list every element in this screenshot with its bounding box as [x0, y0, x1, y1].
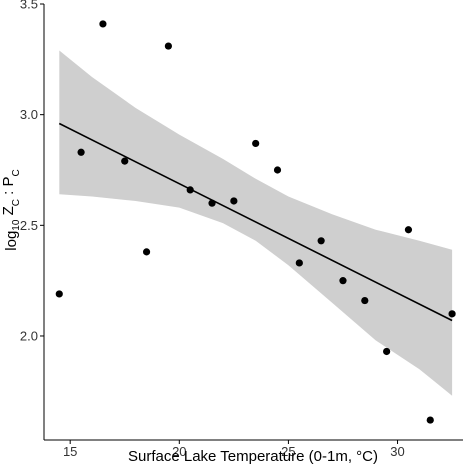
data-point — [295, 259, 303, 267]
x-axis-title: Surface Lake Temperature (0-1m, °C) — [128, 448, 378, 465]
data-point — [186, 186, 194, 194]
data-point — [99, 20, 107, 28]
x-tick-label: 20 — [172, 444, 186, 459]
y-axis-title-sub3: C — [11, 169, 22, 176]
data-point — [273, 166, 282, 174]
data-point — [230, 197, 238, 205]
x-tick-label: 30 — [390, 444, 404, 459]
data-point — [426, 416, 434, 424]
tick-labels-layer: 15 20 25 30 2.0 2.5 3.0 3.5 — [20, 0, 405, 459]
data-point — [404, 226, 413, 234]
y-axis-title-sub2: C — [11, 199, 22, 206]
regression-line — [58, 122, 453, 322]
y-tick-label: 3.5 — [20, 0, 38, 12]
data-point — [121, 157, 129, 165]
data-point — [208, 199, 216, 207]
axes-layer — [40, 3, 463, 444]
data-point — [383, 347, 391, 356]
data-point — [164, 42, 172, 50]
y-axis-title-sep: : P — [0, 176, 17, 199]
data-point — [317, 237, 325, 245]
y-axis-title-base: log — [3, 231, 20, 251]
y-tick-label: 2.0 — [20, 328, 38, 343]
data-point — [252, 139, 260, 148]
confidence-band — [59, 50, 453, 396]
x-tick-label: 25 — [281, 444, 295, 459]
confidence-band-layer — [59, 50, 453, 396]
y-tick-label: 2.5 — [20, 218, 38, 233]
y-axis-title-mid: Z — [0, 206, 17, 219]
data-point — [361, 296, 369, 305]
x-tick-label: 15 — [63, 444, 77, 459]
data-point — [142, 248, 151, 256]
data-point — [339, 277, 347, 285]
fit-line-layer — [58, 122, 453, 322]
y-axis-title-sub1: 10 — [11, 219, 22, 231]
data-point — [448, 310, 456, 318]
y-tick-label: 3.0 — [20, 107, 38, 122]
data-point — [55, 290, 63, 298]
data-points-layer — [55, 20, 456, 424]
data-point — [77, 148, 85, 156]
y-axis-title: log10 ZC : PC — [0, 169, 22, 250]
